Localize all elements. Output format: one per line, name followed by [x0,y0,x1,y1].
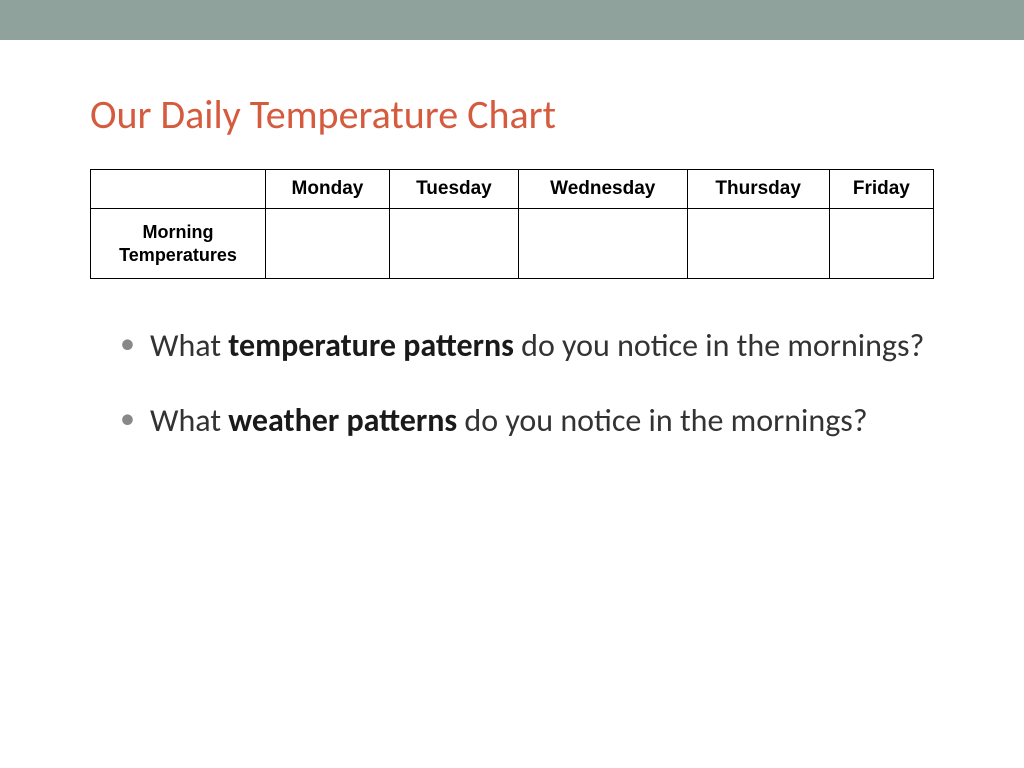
bullet-text-prefix: What [150,326,228,365]
slide-content: Our Daily Temperature Chart Monday Tuesd… [0,40,1024,442]
table-header-friday: Friday [829,170,933,209]
table-header-blank [91,170,266,209]
list-item: What temperature patterns do you notice … [120,324,934,367]
bullet-text-prefix: What [150,401,228,440]
table-header-thursday: Thursday [687,170,829,209]
bullet-text-bold: temperature patterns [228,326,514,365]
cell-monday [266,209,390,279]
top-accent-bar [0,0,1024,40]
bullet-text-suffix: do you notice in the mornings? [514,326,924,365]
table-header-tuesday: Tuesday [389,170,518,209]
cell-thursday [687,209,829,279]
row-label: Morning Temperatures [91,209,266,279]
temperature-table: Monday Tuesday Wednesday Thursday Friday… [90,169,934,279]
bullet-text-bold: weather patterns [228,401,457,440]
table-header-monday: Monday [266,170,390,209]
cell-wednesday [518,209,687,279]
table-header-wednesday: Wednesday [518,170,687,209]
cell-tuesday [389,209,518,279]
question-list: What temperature patterns do you notice … [90,324,934,442]
page-title: Our Daily Temperature Chart [90,90,934,139]
cell-friday [829,209,933,279]
table-header-row: Monday Tuesday Wednesday Thursday Friday [91,170,934,209]
list-item: What weather patterns do you notice in t… [120,399,934,442]
bullet-text-suffix: do you notice in the mornings? [457,401,867,440]
table-row: Morning Temperatures [91,209,934,279]
